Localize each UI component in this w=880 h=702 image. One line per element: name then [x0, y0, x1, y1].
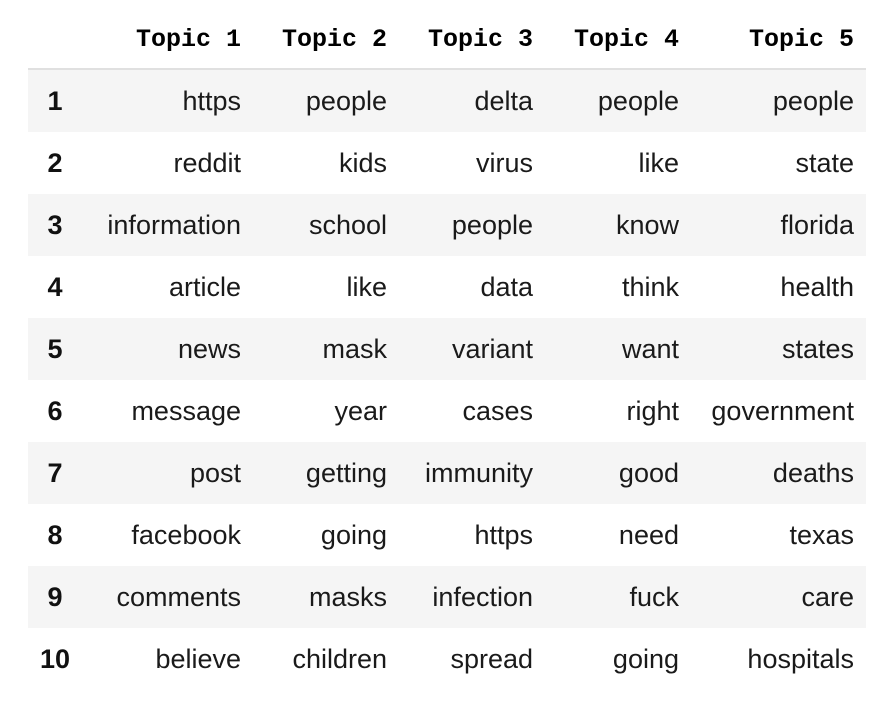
topic-1-word-cell: article	[168, 271, 241, 302]
topic-3-word-cell: spread	[450, 643, 533, 674]
topic-2-word-cell: getting	[305, 457, 387, 488]
topic-3-word-cell: variant	[451, 333, 533, 364]
topic-table-container: Topic 1 Topic 2 Topic 3 Topic 4 Topic 5 …	[28, 10, 866, 690]
topic-5-word-cell: states	[781, 333, 854, 364]
row-index: 10	[39, 643, 71, 674]
row-index: 9	[47, 581, 63, 612]
topic-2-word-cell: like	[346, 271, 387, 302]
topic-5-word-cell: texas	[789, 519, 854, 550]
table-row: 4 article like data think health	[28, 256, 866, 318]
table-body: 1 https people delta people people 2 reddit kids…	[28, 69, 866, 690]
row-index: 3	[47, 209, 63, 240]
column-header-topic-5: Topic 5	[691, 10, 866, 70]
topic-4-word-cell: want	[621, 333, 679, 364]
column-header-topic-1: Topic 1	[88, 10, 253, 70]
table-row: 5 news mask variant want states	[28, 318, 866, 380]
topic-1-word-cell: post	[189, 457, 241, 488]
topic-4-word-cell: good	[618, 457, 679, 488]
topic-5-word-cell: health	[780, 271, 854, 302]
topic-3-word-cell: cases	[462, 395, 533, 426]
topic-2-word-cell: going	[320, 519, 387, 550]
topic-3-word-cell: infection	[432, 581, 533, 612]
table-row: 10 believe children spread going hospitals	[28, 628, 866, 690]
topic-4-word-cell: need	[618, 519, 679, 550]
topic-2-word-cell: children	[292, 643, 387, 674]
topic-1-word-cell: reddit	[173, 147, 241, 178]
topic-4-word-cell: know	[615, 209, 679, 240]
topic-4-word-cell: think	[621, 271, 679, 302]
topic-5-word-cell: deaths	[772, 457, 854, 488]
topic-2-word-cell: school	[308, 209, 387, 240]
topic-5-word-cell: hospitals	[747, 643, 854, 674]
table-row: 1 https people delta people people	[28, 69, 866, 132]
row-index: 8	[47, 519, 63, 550]
column-header-topic-2: Topic 2	[253, 10, 399, 70]
topic-4-word-cell: like	[638, 147, 679, 178]
topic-2-word-cell: masks	[308, 581, 387, 612]
topic-2-word-cell: people	[305, 85, 387, 116]
topic-4-word-cell: people	[597, 85, 679, 116]
topic-3-word-cell: immunity	[424, 457, 533, 488]
topic-1-word-cell: facebook	[131, 519, 241, 550]
table-row: 2 reddit kids virus like state	[28, 132, 866, 194]
column-header-topic-3: Topic 3	[399, 10, 545, 70]
topic-5-word-cell: government	[711, 395, 854, 426]
topic-1-word-cell: https	[182, 85, 241, 116]
topic-3-word-cell: virus	[475, 147, 533, 178]
column-header-topic-4: Topic 4	[545, 10, 691, 70]
table-row: 9 comments masks infection fuck care	[28, 566, 866, 628]
topic-1-word-cell: believe	[155, 643, 241, 674]
topic-2-word-cell: year	[334, 395, 387, 426]
topic-5-word-cell: florida	[780, 209, 854, 240]
table-row: 7 post getting immunity good deaths	[28, 442, 866, 504]
table-row: 8 facebook going https need texas	[28, 504, 866, 566]
topic-4-word-cell: going	[612, 643, 679, 674]
topic-2-word-cell: mask	[322, 333, 387, 364]
row-index: 5	[47, 333, 63, 364]
index-header	[28, 10, 88, 70]
row-index: 2	[47, 147, 63, 178]
topic-words-table: Topic 1 Topic 2 Topic 3 Topic 4 Topic 5 …	[28, 10, 866, 690]
header-row: Topic 1 Topic 2 Topic 3 Topic 4 Topic 5	[28, 10, 866, 70]
topic-3-word-cell: delta	[474, 85, 533, 116]
row-index: 6	[47, 395, 63, 426]
table-row: 3 information school people know florida	[28, 194, 866, 256]
row-index: 1	[47, 85, 63, 116]
topic-3-word-cell: https	[474, 519, 533, 550]
table-header: Topic 1 Topic 2 Topic 3 Topic 4 Topic 5	[28, 10, 866, 70]
topic-4-word-cell: fuck	[629, 581, 679, 612]
table-row: 6 message year cases right government	[28, 380, 866, 442]
topic-1-word-cell: information	[107, 209, 241, 240]
topic-1-word-cell: news	[177, 333, 241, 364]
topic-5-word-cell: state	[795, 147, 854, 178]
topic-4-word-cell: right	[626, 395, 679, 426]
topic-5-word-cell: care	[801, 581, 854, 612]
row-index: 4	[47, 271, 63, 302]
topic-1-word-cell: comments	[116, 581, 241, 612]
topic-2-word-cell: kids	[338, 147, 387, 178]
topic-5-word-cell: people	[772, 85, 854, 116]
topic-3-word-cell: people	[451, 209, 533, 240]
topic-3-word-cell: data	[480, 271, 533, 302]
topic-1-word-cell: message	[131, 395, 241, 426]
row-index: 7	[47, 457, 63, 488]
